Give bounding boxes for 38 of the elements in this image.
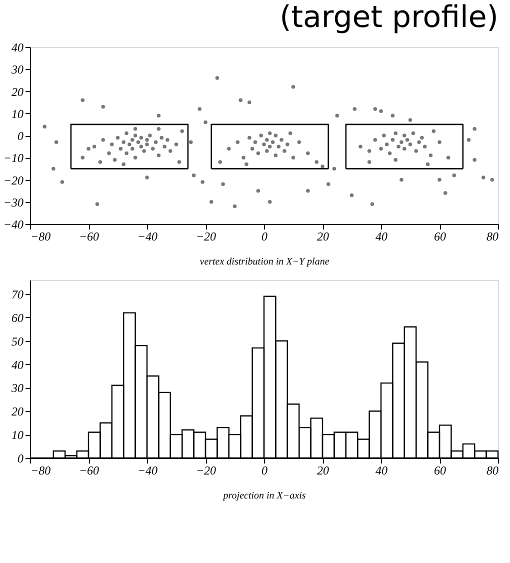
- x-tick-label: −60: [78, 230, 100, 244]
- x-tick-label: −40: [137, 464, 158, 478]
- y-tick-label: 30: [10, 381, 24, 396]
- x-tick-label: 0: [262, 464, 268, 478]
- x-tick-label: −20: [196, 230, 216, 244]
- y-tick-label: 70: [12, 288, 24, 302]
- x-tick-label: 20: [317, 230, 329, 244]
- x-tick-label: 40: [376, 230, 388, 244]
- y-tick-label: 20: [12, 84, 24, 99]
- x-tick-label: −80: [30, 464, 51, 478]
- x-tick-label: 40: [376, 464, 388, 478]
- y-tick-label: 40: [12, 358, 24, 372]
- x-tick-label: 20: [317, 464, 329, 478]
- chart-title: (target profile): [280, 0, 498, 35]
- x-tick-label: 60: [434, 230, 446, 244]
- x-tick-label: −60: [78, 464, 100, 478]
- x-tick-label: 80: [486, 230, 498, 244]
- y-tick-label: 20: [12, 404, 24, 419]
- y-tick-label: 0: [18, 129, 24, 143]
- y-tick-label: 40: [12, 40, 24, 54]
- y-tick-label: 50: [12, 334, 24, 348]
- x-tick-label: 80: [486, 464, 498, 478]
- x-tick-label: 0: [262, 230, 268, 244]
- x-tick-label: 60: [434, 464, 446, 478]
- y-tick-label: 10: [12, 106, 24, 121]
- y-tick-label: 30: [10, 62, 24, 77]
- y-tick-label: −40: [3, 218, 24, 232]
- y-tick-label: −10: [3, 151, 24, 166]
- y-tick-label: 10: [12, 428, 24, 442]
- x-tick-label: −80: [30, 230, 51, 244]
- x-tick-label: −20: [196, 464, 216, 478]
- x-axis-title: vertex distribution in X−Y plane: [200, 256, 330, 268]
- y-tick-label: 0: [18, 452, 24, 466]
- y-tick-label: 60: [12, 310, 24, 325]
- x-axis-title: projection in X−axis: [222, 490, 306, 502]
- y-tick-label: −30: [3, 195, 24, 210]
- x-tick-label: −40: [137, 230, 158, 244]
- y-tick-label: −20: [3, 173, 24, 188]
